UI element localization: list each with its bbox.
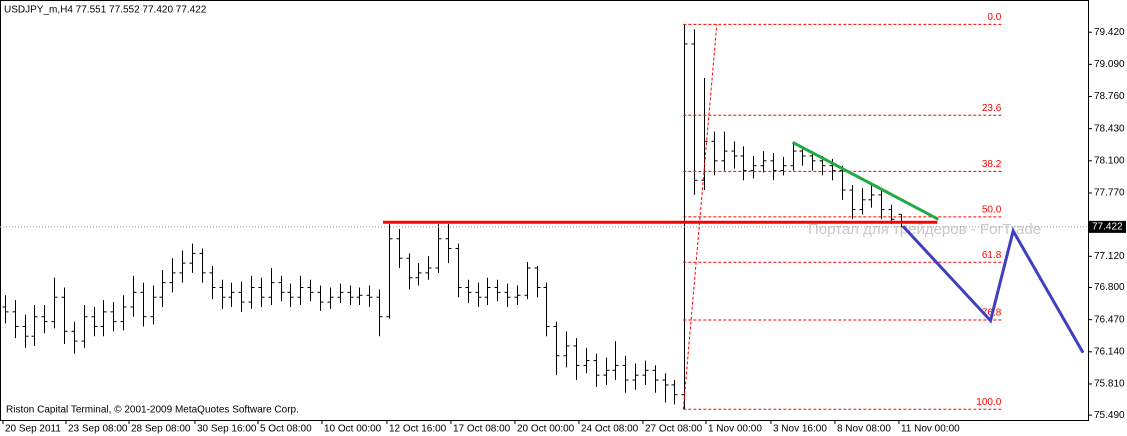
fibo-label: 61.8: [982, 250, 1002, 261]
plot-frame: [0, 0, 1089, 421]
last-price-box: [1089, 220, 1126, 233]
x-tick-label: 17 Oct 08:00: [453, 424, 511, 435]
x-tick-label: 27 Oct 08:00: [645, 424, 703, 435]
x-tick-label: 10 Oct 00:00: [324, 424, 382, 435]
trendline: [791, 140, 940, 221]
x-tick-label: 28 Sep 08:00: [131, 424, 191, 435]
watermark: Портал для трейдеров - ForTrade: [808, 221, 1041, 238]
x-tick-label: 1 Nov 00:00: [708, 424, 762, 435]
last-price-label: 77.422: [1092, 222, 1123, 233]
fibo-trend: [682, 24, 718, 410]
x-tick-label: 8 Nov 08:00: [837, 424, 891, 435]
y-tick-label: 78.760: [1094, 91, 1125, 102]
x-tick-label: 3 Nov 16:00: [773, 424, 827, 435]
fibo-label: 100.0: [976, 397, 1001, 408]
y-tick-label: 78.100: [1094, 155, 1125, 166]
copyright: Riston Capital Terminal, © 2001-2009 Met…: [6, 405, 299, 416]
x-tick-label: 30 Sep 16:00: [197, 424, 257, 435]
fibo-label: 23.6: [982, 103, 1002, 114]
x-tick-label: 20 Oct 00:00: [517, 424, 575, 435]
y-tick-label: 79.420: [1094, 27, 1125, 38]
y-tick-label: 75.810: [1094, 379, 1125, 390]
x-tick-label: 5 Oct 08:00: [260, 424, 312, 435]
y-tick-label: 75.490: [1094, 410, 1125, 421]
y-tick-label: 78.430: [1094, 123, 1125, 134]
chart-title: USDJPY_m,H4 77.551 77.552 77.420 77.422: [4, 5, 207, 16]
y-tick-label: 77.120: [1094, 251, 1125, 262]
y-tick-label: 76.800: [1094, 282, 1125, 293]
x-tick-label: 12 Oct 16:00: [389, 424, 447, 435]
x-tick-label: 24 Oct 08:00: [581, 424, 639, 435]
projection-line: [901, 225, 1085, 354]
y-tick-label: 77.770: [1094, 188, 1125, 199]
x-tick-label: 11 Nov 00:00: [901, 424, 960, 435]
x-tick-label: 20 Sep 2011: [5, 424, 61, 435]
y-tick-label: 76.470: [1094, 314, 1125, 325]
y-tick-label: 79.090: [1094, 59, 1125, 70]
fibo-label: 0.0: [987, 12, 1001, 23]
x-tick-label: 23 Sep 08:00: [68, 424, 128, 435]
fibo-label: 50.0: [982, 204, 1002, 215]
fibo-label: 38.2: [982, 159, 1002, 170]
y-tick-label: 76.140: [1094, 346, 1125, 357]
